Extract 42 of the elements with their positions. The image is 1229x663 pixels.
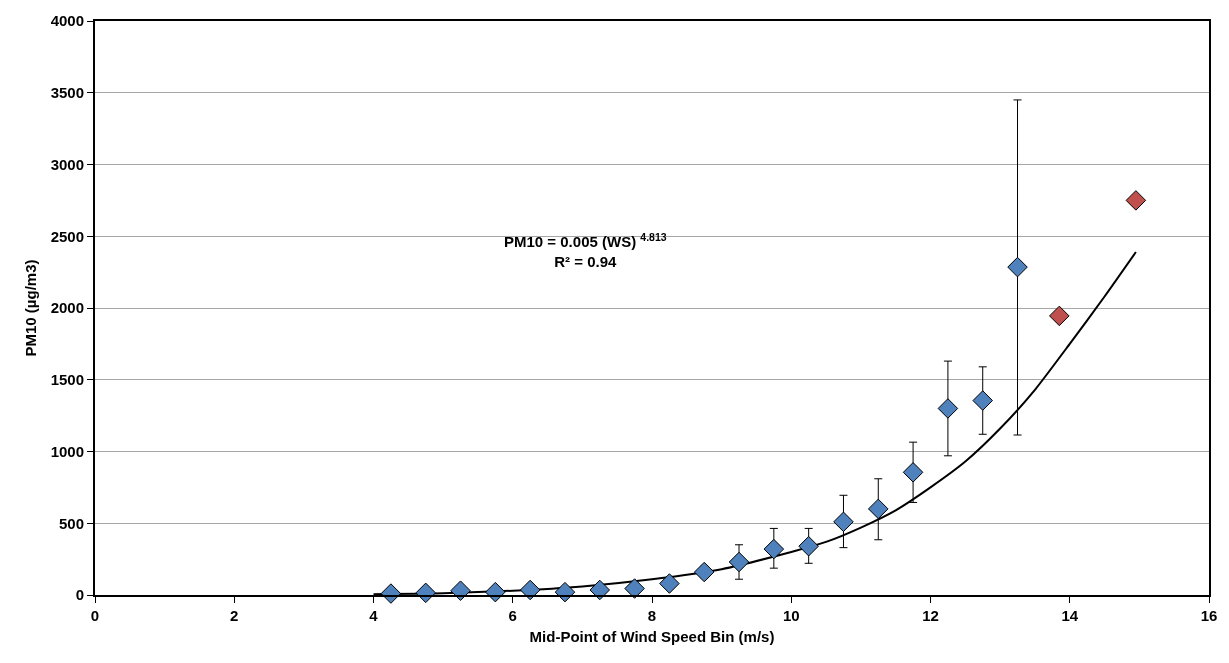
point [693, 561, 715, 583]
x-tick-label: 16 [1200, 607, 1218, 624]
point [1125, 190, 1147, 211]
y-tick-label: 2500 [50, 227, 84, 245]
x-tick-label: 10 [782, 607, 800, 624]
point [1007, 256, 1028, 278]
point [380, 583, 402, 604]
point [519, 579, 541, 601]
x-tick-label: 0 [90, 607, 100, 624]
point [415, 582, 436, 604]
y-tick-label: 4000 [50, 12, 84, 30]
point [624, 578, 645, 599]
x-tick-label: 6 [508, 607, 517, 624]
point [798, 535, 819, 557]
y-tick-label: 2000 [50, 299, 84, 317]
point [485, 581, 506, 603]
y-tick-label: 500 [58, 514, 84, 532]
point [659, 573, 680, 594]
point [1049, 305, 1070, 327]
y-tick-label: 3000 [50, 155, 84, 173]
y-tick-label: 0 [75, 586, 84, 604]
y-axis-title: PM10 (µg/m3) [22, 259, 40, 357]
x-tick-label: 14 [1061, 607, 1079, 624]
y-tick-label: 1500 [50, 371, 84, 388]
point [763, 538, 785, 560]
x-tick-label: 2 [230, 607, 239, 624]
point [833, 511, 854, 533]
point [868, 498, 889, 520]
x-tick-label: 12 [922, 607, 939, 624]
text: PM10 = 0.005 (WS) $^{4.813}$ R² = 0.94 [504, 231, 667, 270]
point [902, 462, 924, 483]
y-tick-label: 3500 [50, 84, 84, 101]
point [728, 551, 750, 573]
x-tick-label: 8 [647, 607, 657, 624]
point [937, 398, 959, 419]
y-tick-label: 1000 [50, 442, 84, 460]
point [554, 581, 576, 603]
point [972, 390, 993, 411]
point [589, 579, 611, 601]
point [450, 580, 471, 601]
x-axis-title: Mid-Point of Wind Speed Bin (m/s) [529, 627, 775, 645]
x-tick-label: 4 [369, 607, 379, 624]
